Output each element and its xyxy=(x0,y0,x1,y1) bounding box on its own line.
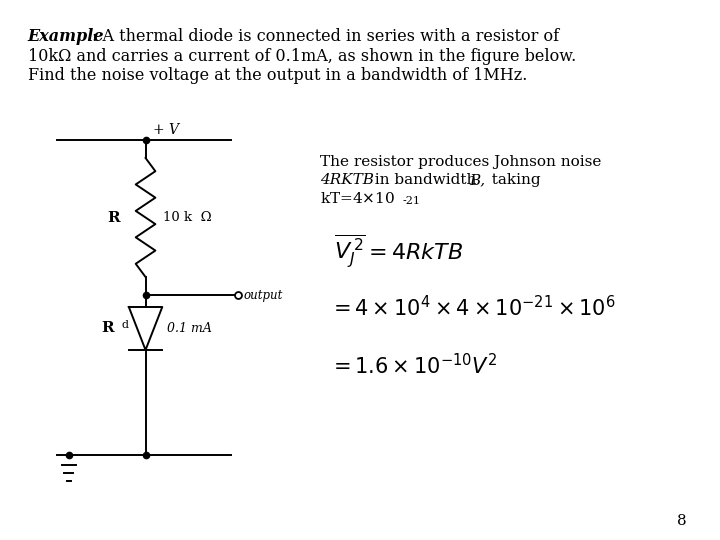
Text: $\overline{V_J^{\,2}} = 4RkTB$: $\overline{V_J^{\,2}} = 4RkTB$ xyxy=(334,233,464,271)
Text: B,: B, xyxy=(469,173,485,187)
Text: -21: -21 xyxy=(402,196,420,206)
Text: Example: Example xyxy=(27,28,104,45)
Text: R: R xyxy=(102,321,114,335)
Text: $= 1.6\times10^{-10}V^{2}$: $= 1.6\times10^{-10}V^{2}$ xyxy=(330,353,498,378)
Text: Find the noise voltage at the output in a bandwidth of 1MHz.: Find the noise voltage at the output in … xyxy=(27,67,527,84)
Text: kT=4$\times$10: kT=4$\times$10 xyxy=(320,191,395,206)
Text: 4RKTB: 4RKTB xyxy=(320,173,374,187)
Text: $= 4\times10^{4}\times4\times10^{-21}\times10^{6}$: $= 4\times10^{4}\times4\times10^{-21}\ti… xyxy=(330,295,616,320)
Text: 10kΩ and carries a current of 0.1mA, as shown in the figure below.: 10kΩ and carries a current of 0.1mA, as … xyxy=(27,48,576,65)
Text: The resistor produces Johnson noise: The resistor produces Johnson noise xyxy=(320,155,601,169)
Text: + V: + V xyxy=(153,123,179,137)
Text: d: d xyxy=(122,320,129,329)
Text: output: output xyxy=(244,288,283,301)
Text: 0.1 mA: 0.1 mA xyxy=(167,322,212,335)
Text: in bandwidth: in bandwidth xyxy=(365,173,486,187)
Text: R: R xyxy=(108,211,120,225)
Text: 8: 8 xyxy=(677,514,686,528)
Text: : A thermal diode is connected in series with a resistor of: : A thermal diode is connected in series… xyxy=(92,28,559,45)
Text: 10 k  Ω: 10 k Ω xyxy=(163,211,212,224)
Text: taking: taking xyxy=(482,173,541,187)
